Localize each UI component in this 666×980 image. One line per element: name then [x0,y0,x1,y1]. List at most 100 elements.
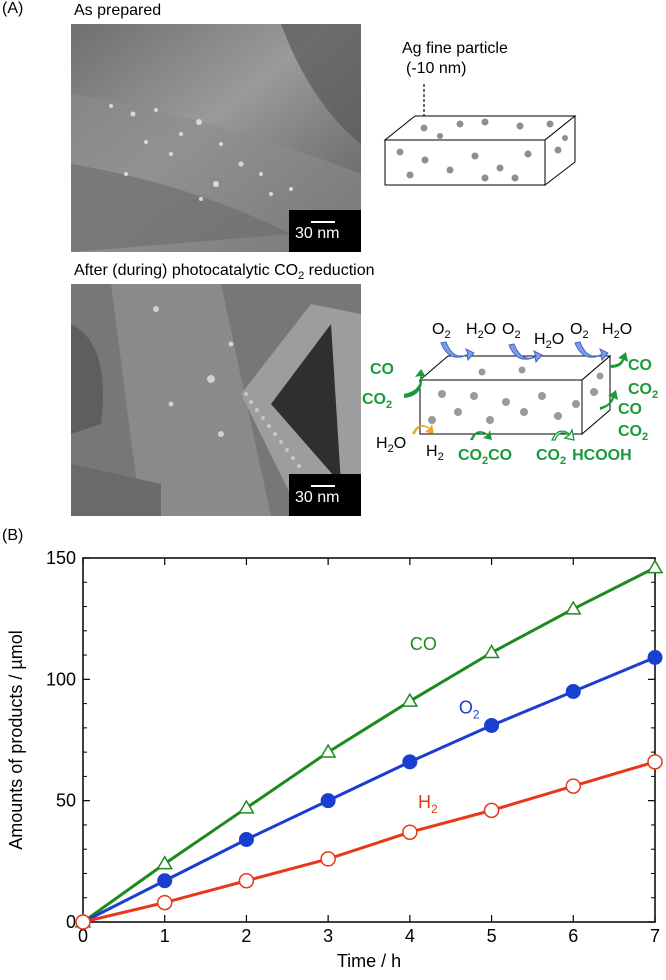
o2-label-3: O2 [570,321,589,341]
series-line-o2 [82,656,656,924]
block-front [419,379,583,435]
co2-hcooh-label: CO2 HCOOH [536,447,632,467]
h2o-label-2-o: O [552,331,564,348]
h2o-label-1-h: H [466,321,478,338]
data-point-h2 [75,914,91,930]
data-point-co [238,799,255,814]
h2o-label-2: H2O [534,331,564,351]
x-tick-label: 5 [487,926,497,946]
co2-co-label-sub: 2 [482,455,488,467]
series-label-o2: O2 [459,697,480,721]
o2-label-2-main: O [502,321,514,338]
h2o-label-bottom-h: H [376,435,388,452]
co2-hcooh-label-hcooh: HCOOH [572,447,632,464]
series-label-o2-sub: 2 [473,707,480,721]
block-top [418,355,612,381]
series-label-co: CO [410,634,437,654]
y-tick-label: 100 [46,669,76,689]
after-reduction-caption: After (during) photocatalytic CO2 reduct… [74,262,374,282]
o2-label-2-sub: 2 [514,329,520,341]
co-label-left: CO [370,361,394,378]
ag-particle-size-label: (-10 nm) [406,60,467,77]
orange-arrow [412,424,434,434]
h2o-label-2-sub: 2 [546,339,552,351]
data-point-o2 [647,649,663,665]
sem-image-after-reduction: 30 nm [71,284,361,516]
data-point-o2 [484,717,500,733]
h2-label-bottom-main: H [426,443,438,460]
top-labels: O2 H2O O2 H2O O2 H2O [432,321,632,351]
after-reduction-caption-sub: 2 [298,270,305,283]
y-axis-label: Amounts of products / µmol [6,630,26,849]
y-tick-label: 50 [56,791,76,811]
scale-bar-2: 30 nm [289,474,361,516]
o2-label-3-sub: 2 [582,329,588,341]
data-point-h2 [402,824,418,840]
data-point-h2 [483,802,500,819]
x-axis-label: Time / h [337,951,401,971]
scale-bar-2-line [311,485,335,487]
data-point-o2 [565,683,581,699]
co-label-right-1: CO [628,357,652,374]
co2-co-label-co2: CO [458,447,482,464]
co2-label-right-2-main: CO [618,423,642,440]
products-chart: 0 1 2 3 4 5 6 7 0 50 100 150 Time / h Amounts of pro… [6,548,664,971]
data-point-co [156,855,174,870]
co2-co-label-co: CO [488,447,512,464]
x-tick-label: 4 [405,926,415,946]
reaction-schematic: O2 H2O O2 H2O O2 H2O CO CO2 CO CO2 CO CO… [362,321,658,467]
scale-bar: 30 nm [289,210,361,252]
ag-particle-label: Ag fine particle [402,40,508,57]
h2o-label-bottom: H2O [376,435,406,455]
chart-axes [82,557,656,923]
h2o-label-3-sub: 2 [614,329,620,341]
h2o-label-1-sub: 2 [478,329,484,341]
h2o-label-2-h: H [534,331,546,348]
scale-bar-2-label: 30 nm [295,489,340,506]
scale-bar-label: 30 nm [295,225,340,242]
data-point-co [319,743,337,758]
green-arrow-right-1 [610,352,628,368]
data-point-o2 [320,793,336,809]
co2-label-right-1-sub: 2 [652,389,658,401]
o2-label-1-sub: 2 [444,329,450,341]
h2-label-bottom: H2 [426,443,444,463]
data-point-h2 [156,894,173,911]
after-reduction-caption-prefix: After (during) photocatalytic CO [74,262,299,279]
series-label-h2: H2 [418,792,438,816]
o2-label-1: O2 [432,321,451,341]
data-point-o2 [402,754,418,770]
series-label-co-main: CO [410,634,437,654]
green-arrow-bottom-open [551,428,575,441]
as-prepared-caption: As prepared [74,2,162,19]
series-line-h2 [82,760,656,924]
co2-hcooh-label-sub: 2 [560,455,566,467]
h2o-label-3: H2O [602,321,632,341]
series-label-h2-sub: 2 [431,802,438,816]
co2-label-right-1: CO2 [628,381,658,401]
data-point-co [483,644,500,659]
green-arrow-right-2 [600,390,618,410]
plot-frame [82,557,656,923]
panel-b-label: (B) [2,527,24,544]
o2-label-1-main: O [432,321,444,338]
scale-bar-line [311,221,335,223]
co2-label-right-1-main: CO [628,381,652,398]
y-tick-label: 0 [66,912,76,932]
co2-hcooh-label-co2: CO [536,447,560,464]
chart-ticks: 0 1 2 3 4 5 6 7 0 50 100 150 [46,548,660,946]
co2-label-right-2: CO2 [618,423,648,443]
co2-label-left-sub: 2 [386,399,392,411]
o2-label-3-main: O [570,321,582,338]
data-point-co [564,600,582,615]
x-tick-label: 2 [241,926,251,946]
co2-label-left: CO2 [362,391,392,411]
data-point-h2 [238,872,255,889]
x-tick-label: 0 [78,926,88,946]
h2o-label-1-o: O [484,321,496,338]
bottom-labels: H2O H2 [376,435,444,463]
h2o-label-bottom-o: O [394,435,406,452]
green-arrow-left [404,369,426,398]
h2o-label-1: H2O [466,321,496,341]
co-label-right-2: CO [618,401,642,418]
